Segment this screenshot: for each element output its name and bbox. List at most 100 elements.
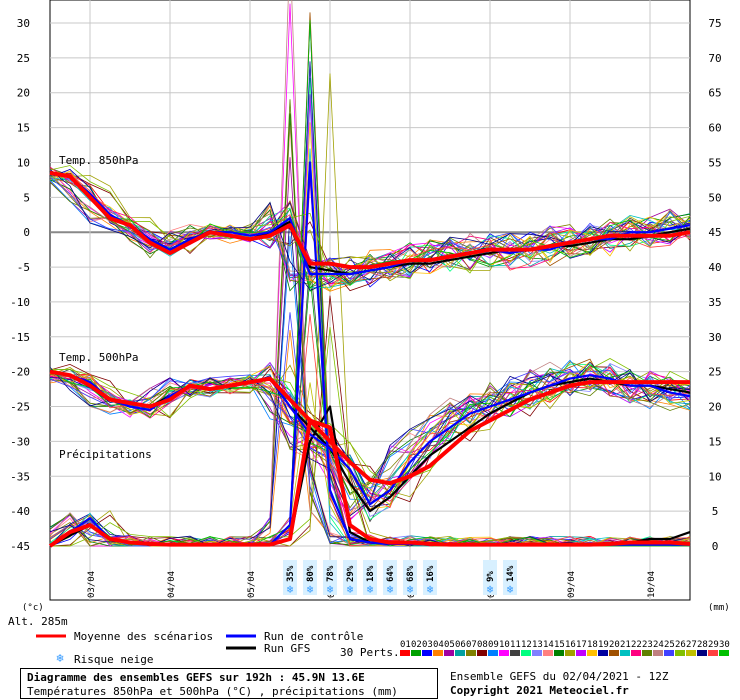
series-line-t850 <box>49 170 691 270</box>
snow-risk-pct: 80% <box>306 565 316 582</box>
perturbation-id: 04 <box>433 640 444 650</box>
perturbation-id: 16 <box>565 640 576 650</box>
perturbation-line <box>49 361 691 517</box>
legend-gfs-label: Run GFS <box>264 642 310 655</box>
snow-risk-bar <box>503 560 517 595</box>
perturbation-id: 13 <box>532 640 543 650</box>
perturbation-id: 05 <box>444 640 455 650</box>
perturbation-swatch <box>708 650 718 656</box>
perturbation-id: 24 <box>653 640 664 650</box>
right-tick-label: 35 <box>708 296 721 309</box>
perturbation-id: 30 <box>719 640 730 650</box>
snowflake-icon: ❄ <box>367 583 374 596</box>
left-tick-label: 15 <box>17 122 30 135</box>
right-tick-label: 0 <box>712 540 719 553</box>
left-tick-label: -45 <box>10 540 30 553</box>
right-tick-label: 45 <box>708 226 721 239</box>
perturbation-swatch <box>598 650 608 656</box>
snow-risk-pct: 35% <box>286 565 296 582</box>
left-tick-label: 30 <box>17 17 30 30</box>
snow-risk-bar <box>383 560 397 595</box>
series-line-t500 <box>49 369 690 486</box>
perturbations-label: 30 Perts. <box>340 646 400 659</box>
left-tick-label: 0 <box>23 226 30 239</box>
perturbation-swatch <box>521 650 531 656</box>
perturbation-id: 06 <box>455 640 466 650</box>
left-tick-label: -20 <box>10 366 30 379</box>
snowflake-icon: ❄ <box>387 583 394 596</box>
left-tick-label: -25 <box>10 401 30 414</box>
snowflake-icon: ❄ <box>487 583 494 596</box>
perturbation-line <box>49 168 691 281</box>
snow-risk-row: 35%❄80%❄78%❄29%❄18%❄64%❄68%❄16%❄9%❄14%❄ <box>283 560 517 596</box>
run-info: Ensemble GEFS du 02/04/2021 - 12Z <box>450 670 669 683</box>
perturbation-swatch <box>697 650 707 656</box>
left-tick-label: 20 <box>17 87 30 100</box>
perturbation-swatch <box>554 650 564 656</box>
perturbation-id: 23 <box>642 640 653 650</box>
x-tick-label: 10/04 <box>647 571 657 598</box>
perturbation-id: 18 <box>587 640 598 650</box>
right-tick-label: 70 <box>708 52 721 65</box>
t850-panel-label: Temp. 850hPa <box>59 154 138 167</box>
legend-control-label: Run de contrôle <box>264 630 363 643</box>
right-tick-label: 25 <box>708 366 721 379</box>
chart-legend: Moyenne des scénarios Run de contrôleRun … <box>36 630 730 666</box>
x-tick-label: 09/04 <box>567 571 577 598</box>
x-tick-label: 04/04 <box>167 571 177 598</box>
perturbation-id: 09 <box>488 640 499 650</box>
perturbation-id: 02 <box>411 640 422 650</box>
perturbation-swatch <box>499 650 509 656</box>
right-tick-label: 30 <box>708 331 721 344</box>
perturbation-id: 27 <box>686 640 697 650</box>
left-tick-label: -30 <box>10 435 30 448</box>
snow-risk-bar <box>423 560 437 595</box>
perturbation-swatch <box>543 650 553 656</box>
left-tick-label: 5 <box>23 191 30 204</box>
snow-risk-bar <box>363 560 377 595</box>
snowflake-icon: ❄ <box>327 583 334 596</box>
chart-axes: 302520151050-5-10-15-20-25-30-35-40-4575… <box>10 17 722 598</box>
left-tick-label: 25 <box>17 52 30 65</box>
perturbation-swatch <box>477 650 487 656</box>
perturbation-id: 17 <box>576 640 587 650</box>
perturbation-swatch <box>433 650 443 656</box>
right-tick-label: 20 <box>708 401 721 414</box>
perturbation-swatch <box>532 650 542 656</box>
snowflake-icon: ❄ <box>427 583 434 596</box>
snowflake-icon: ❄ <box>407 583 414 596</box>
snow-risk-pct: 14% <box>506 565 516 582</box>
left-tick-label: -10 <box>10 296 30 309</box>
perturbation-id: 20 <box>609 640 620 650</box>
perturbation-id: 11 <box>510 640 521 650</box>
perturbation-swatch <box>455 650 465 656</box>
right-axis-unit: (mm) <box>708 603 730 613</box>
right-tick-label: 65 <box>708 87 721 100</box>
perturbation-id: 22 <box>631 640 642 650</box>
right-tick-label: 75 <box>708 17 721 30</box>
perturbation-line <box>49 168 691 288</box>
perturbation-id: 03 <box>422 640 433 650</box>
perturbation-id: 10 <box>499 640 510 650</box>
perturbation-swatch <box>466 650 476 656</box>
copyright: Copyright 2021 Meteociel.fr <box>450 684 629 697</box>
perturbation-swatch <box>609 650 619 656</box>
x-tick-label: 05/04 <box>247 571 257 598</box>
snowflake-icon: ❄ <box>347 583 354 596</box>
perturbation-swatch <box>565 650 575 656</box>
perturbation-swatch <box>631 650 641 656</box>
left-tick-label: 10 <box>17 156 30 169</box>
perturbation-swatch <box>400 650 410 656</box>
perturbation-line <box>49 364 691 498</box>
right-tick-label: 5 <box>712 505 719 518</box>
x-tick-label: 03/04 <box>87 571 97 598</box>
snow-risk-bar <box>343 560 357 595</box>
right-tick-label: 40 <box>708 261 721 274</box>
right-tick-label: 50 <box>708 191 721 204</box>
legend-mean-label: Moyenne des scénarios <box>74 630 213 643</box>
legend-snow-label: Risque neige <box>74 653 153 666</box>
altitude-label: Alt. 285m <box>8 615 68 628</box>
right-tick-label: 10 <box>708 470 721 483</box>
snow-risk-pct: 78% <box>326 565 336 582</box>
